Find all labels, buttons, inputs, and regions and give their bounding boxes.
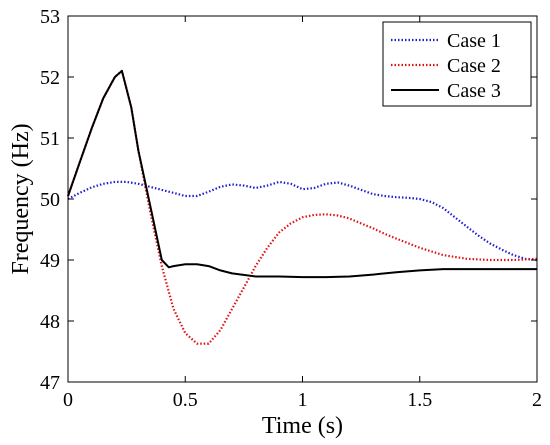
- y-tick-label: 48: [40, 311, 60, 333]
- x-tick-label: 0.5: [173, 389, 198, 411]
- y-tick-label: 50: [40, 189, 60, 211]
- x-tick-label: 0: [63, 389, 73, 411]
- x-tick-label: 1.5: [407, 389, 432, 411]
- y-tick-label: 52: [40, 67, 60, 89]
- x-tick-labels: 0 0.5 1 1.5 2: [63, 389, 542, 411]
- y-tick-label: 47: [40, 372, 60, 394]
- y-tick-label: 53: [40, 6, 60, 28]
- legend-entry-label: Case 1: [447, 30, 501, 52]
- y-axis-label: Frequency (Hz): [8, 123, 34, 274]
- legend-box: [382, 21, 532, 107]
- x-tick-label: 2: [532, 389, 542, 411]
- series-lines: [66, 69, 538, 345]
- y-tick-labels: 47 48 49 50 51 52 53: [40, 6, 60, 394]
- y-tick-label: 49: [40, 250, 60, 272]
- y-tick-label: 51: [40, 128, 60, 150]
- legend-entry-label: Case 3: [447, 80, 501, 102]
- legend-entry-label: Case 2: [447, 55, 501, 77]
- legend: Case 1 Case 2 Case 3: [382, 21, 532, 107]
- x-tick-label: 1: [298, 389, 308, 411]
- x-axis-label: Time (s): [262, 413, 343, 439]
- axis-ticks: [67, 15, 538, 383]
- series-line-case-3: [67, 69, 537, 279]
